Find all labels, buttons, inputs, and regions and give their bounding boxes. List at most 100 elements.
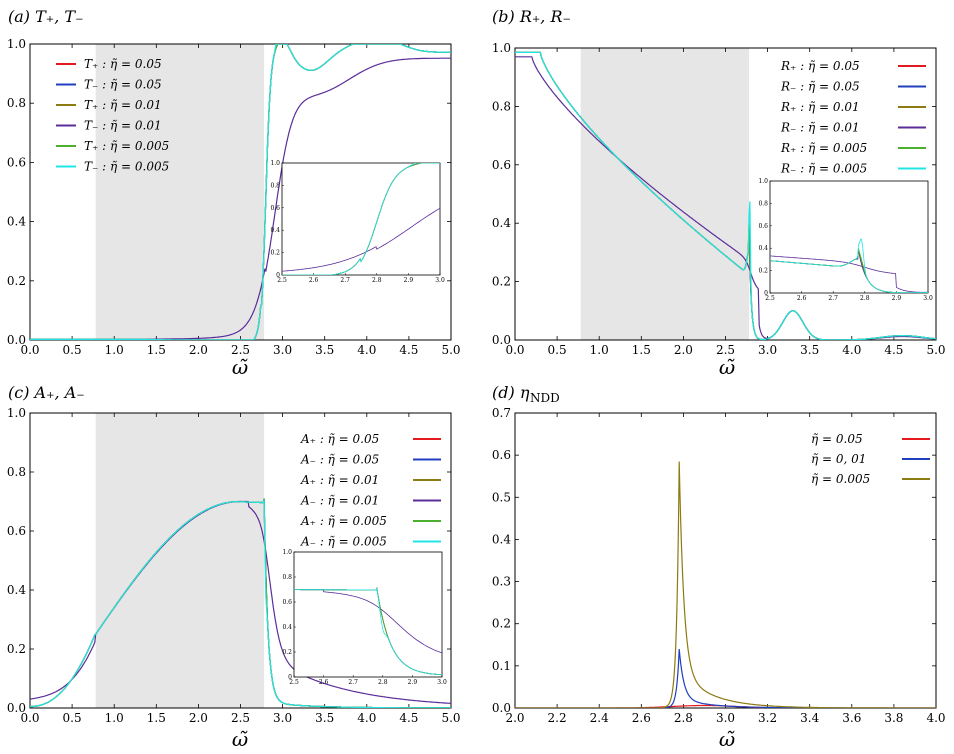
panel-title-subscript: NDD xyxy=(530,391,560,405)
inset-x-tick-label: 2.7 xyxy=(348,679,358,686)
x-axis-label: ω̃ xyxy=(232,727,248,751)
inset-x-tick-label: 2.9 xyxy=(408,679,418,686)
x-tick-label: 3.5 xyxy=(315,711,334,725)
legend-label: A₋ : η̃ = 0.005 xyxy=(300,535,387,549)
inset-y-tick-label: 1.0 xyxy=(758,178,768,185)
y-tick-label: 0.2 xyxy=(492,617,511,631)
legend-label: R₋ : η̃ = 0.01 xyxy=(780,121,860,135)
y-tick-label: 0.8 xyxy=(7,465,26,479)
x-tick-label: 4.0 xyxy=(926,711,945,725)
y-tick-label: 0.0 xyxy=(492,333,511,347)
x-tick-label: 4.5 xyxy=(884,343,903,357)
x-tick-label: 3.0 xyxy=(273,711,292,725)
inset-x-tick-label: 2.8 xyxy=(378,679,388,686)
y-tick-label: 0.0 xyxy=(7,333,26,347)
x-tick-label: 2.5 xyxy=(231,711,250,725)
legend-label: R₊ : η̃ = 0.005 xyxy=(780,141,867,155)
x-tick-label: 1.5 xyxy=(147,343,166,357)
x-tick-label: 2.5 xyxy=(716,343,735,357)
y-tick-label: 0.6 xyxy=(492,158,511,172)
x-tick-label: 1.5 xyxy=(632,343,651,357)
y-tick-label: 1.0 xyxy=(7,406,26,420)
legend-label: T₋ : η̃ = 0.01 xyxy=(84,119,162,133)
inset-x-tick-label: 2.8 xyxy=(860,295,870,302)
inset-y-tick-label: 0.6 xyxy=(758,223,768,230)
panel-title: (b) R₊, R₋ xyxy=(492,7,571,26)
x-tick-label: 4.5 xyxy=(399,711,418,725)
x-tick-label: 1.0 xyxy=(105,711,124,725)
x-tick-label: 2.6 xyxy=(632,711,651,725)
inset-y-tick-label: 0 xyxy=(288,674,292,681)
x-axis-label: ω̃ xyxy=(719,727,735,751)
y-tick-label: 0.2 xyxy=(7,642,26,656)
legend-label: A₊ : η̃ = 0.005 xyxy=(300,514,387,528)
x-tick-label: 0.5 xyxy=(63,711,82,725)
legend-label: η̃ = 0, 01 xyxy=(811,452,866,466)
series-line xyxy=(30,499,451,708)
legend-label: R₊ : η̃ = 0.01 xyxy=(780,100,860,114)
inset-x-tick-label: 3.0 xyxy=(437,679,447,686)
legend-label: A₋ : η̃ = 0.05 xyxy=(300,453,379,467)
inset-x-tick-label: 2.5 xyxy=(277,277,287,284)
x-tick-label: 1.5 xyxy=(147,711,166,725)
inset-y-tick-label: 0.2 xyxy=(270,250,280,257)
inset-x-tick-label: 2.6 xyxy=(797,295,807,302)
inset-y-tick-label: 0.4 xyxy=(282,624,292,631)
x-axis-label: ω̃ xyxy=(232,355,248,379)
panel-title: (d) η xyxy=(492,383,530,402)
series-line xyxy=(515,51,936,340)
inset-frame xyxy=(281,162,441,276)
x-tick-label: 3.0 xyxy=(758,343,777,357)
x-tick-label: 4.0 xyxy=(357,343,376,357)
inset-y-tick-label: 0.8 xyxy=(282,574,292,581)
y-tick-label: 0.8 xyxy=(7,96,26,110)
legend-label: η̃ = 0.05 xyxy=(811,432,863,446)
inset-x-tick-label: 2.6 xyxy=(309,277,319,284)
x-tick-label: 2.5 xyxy=(231,343,250,357)
inset-x-tick-label: 2.9 xyxy=(892,295,902,302)
legend-label: R₋ : η̃ = 0.005 xyxy=(780,162,867,176)
x-tick-label: 3.5 xyxy=(315,343,334,357)
inset-y-tick-label: 0.4 xyxy=(270,227,280,234)
x-tick-label: 3.2 xyxy=(758,711,777,725)
inset-x-tick-label: 2.7 xyxy=(828,295,838,302)
x-tick-label: 0.5 xyxy=(548,343,567,357)
legend-label: η̃ = 0.005 xyxy=(811,472,870,486)
x-tick-label: 0.0 xyxy=(20,711,39,725)
legend-label: A₊ : η̃ = 0.05 xyxy=(300,432,379,446)
inset-x-tick-label: 3.0 xyxy=(435,277,445,284)
x-tick-label: 0.0 xyxy=(505,343,524,357)
series-line xyxy=(30,44,451,340)
x-tick-label: 5.0 xyxy=(441,711,460,725)
inset-y-tick-label: 0.6 xyxy=(270,205,280,212)
x-tick-label: 3.0 xyxy=(273,343,292,357)
y-tick-label: 1.0 xyxy=(7,37,26,51)
inset-frame xyxy=(293,551,443,678)
x-tick-label: 5.0 xyxy=(441,343,460,357)
y-tick-label: 0.0 xyxy=(492,701,511,715)
legend-label: A₋ : η̃ = 0.01 xyxy=(300,494,379,508)
x-tick-label: 2.8 xyxy=(674,711,693,725)
y-tick-label: 0.2 xyxy=(7,274,26,288)
x-tick-label: 2.2 xyxy=(548,711,567,725)
x-tick-label: 4.0 xyxy=(357,711,376,725)
x-tick-label: 3.8 xyxy=(884,711,903,725)
inset-y-tick-label: 0.2 xyxy=(282,649,292,656)
legend-label: T₋ : η̃ = 0.05 xyxy=(84,78,162,92)
y-tick-label: 0.4 xyxy=(7,583,26,597)
x-tick-label: 2.0 xyxy=(189,711,208,725)
y-tick-label: 0.4 xyxy=(7,215,26,229)
inset-x-tick-label: 2.7 xyxy=(340,277,350,284)
x-tick-label: 4.5 xyxy=(399,343,418,357)
x-tick-label: 2.0 xyxy=(674,343,693,357)
y-tick-label: 0.6 xyxy=(7,155,26,169)
x-tick-label: 1.0 xyxy=(105,343,124,357)
inset-series-line xyxy=(770,238,928,293)
inset-y-tick-label: 0 xyxy=(764,290,768,297)
y-tick-label: 0.5 xyxy=(492,490,511,504)
x-tick-label: 2.0 xyxy=(189,343,208,357)
y-tick-label: 0.8 xyxy=(492,99,511,113)
band-gap-shade xyxy=(95,413,265,708)
inset-y-tick-label: 0.8 xyxy=(758,200,768,207)
